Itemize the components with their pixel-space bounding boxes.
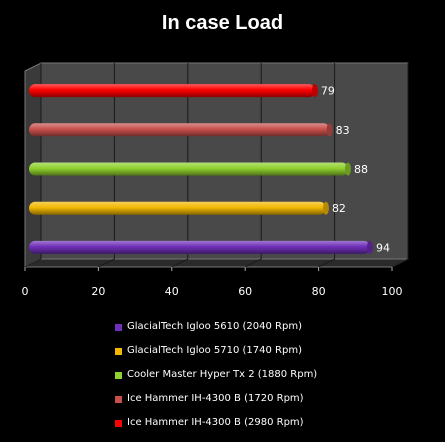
gridline: [98, 258, 115, 268]
gridline: [171, 258, 189, 268]
legend-label: Cooler Master Hyper Tx 2 (1880 Rpm): [127, 369, 318, 380]
legend-label: GlacialTech Igloo 5610 (2040 Rpm): [127, 321, 302, 332]
bar: [29, 240, 370, 254]
legend-swatch: [115, 323, 122, 331]
x-tick-label: 40: [165, 285, 179, 298]
legend-item: Ice Hammer IH-4300 B (1720 Rpm): [115, 390, 435, 408]
x-tick-label: 80: [312, 285, 326, 298]
gridline: [318, 258, 335, 268]
data-label: 82: [332, 202, 346, 215]
plot-floor: [24, 258, 409, 268]
bar-end-cap: [326, 123, 333, 137]
legend-item: GlacialTech Igloo 5610 (2040 Rpm): [115, 318, 435, 336]
chart-title: In case Load: [161, 12, 284, 34]
data-label: 83: [336, 124, 350, 137]
legend-swatch: [115, 347, 122, 355]
bar: [29, 84, 315, 98]
gridline: [391, 258, 409, 268]
legend-item: Ice Hammer IH-4300 B (2980 Rpm): [115, 414, 435, 432]
bar-end-cap: [344, 162, 351, 176]
x-tick-label: 60: [238, 285, 252, 298]
bar: [29, 123, 330, 137]
bar-end-cap: [322, 201, 329, 215]
legend: GlacialTech Igloo 5610 (2040 Rpm) Glacial…: [115, 318, 435, 438]
legend-item: Cooler Master Hyper Tx 2 (1880 Rpm): [115, 366, 435, 384]
legend-label: Ice Hammer IH-4300 B (2980 Rpm): [127, 417, 304, 428]
bar: [29, 201, 326, 215]
legend-label: Ice Hammer IH-4300 B (1720 Rpm): [127, 393, 304, 404]
bar-end-cap: [311, 84, 318, 98]
legend-swatch: [115, 395, 122, 403]
gridline: [244, 258, 262, 268]
legend-label: GlacialTech Igloo 5710 (1740 Rpm): [127, 345, 302, 356]
legend-swatch: [115, 419, 122, 427]
data-label: 88: [354, 163, 368, 176]
data-label: 79: [321, 85, 335, 98]
x-tick-label: 0: [22, 285, 29, 298]
x-tick-label: 100: [382, 285, 403, 298]
bar-end-cap: [366, 240, 373, 254]
legend-swatch: [115, 371, 122, 379]
gridline: [24, 258, 42, 268]
data-label: 94: [376, 241, 390, 254]
x-tick-label: 20: [91, 285, 105, 298]
legend-item: GlacialTech Igloo 5710 (1740 Rpm): [115, 342, 435, 360]
bar: [29, 162, 348, 176]
